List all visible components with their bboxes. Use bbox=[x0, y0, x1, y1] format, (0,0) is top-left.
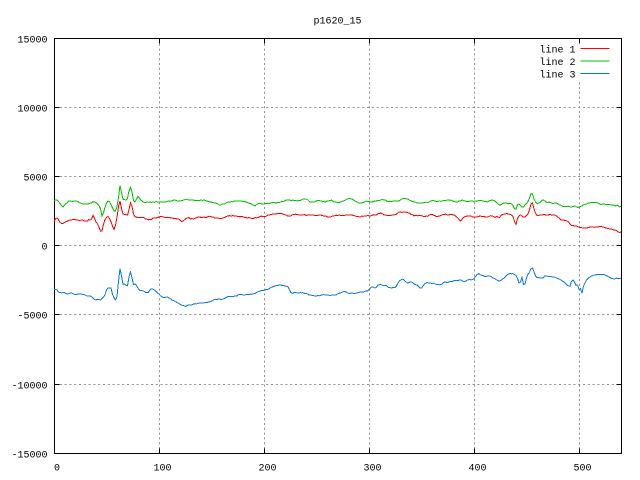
svg-text:0: 0 bbox=[54, 464, 60, 475]
svg-text:line 2: line 2 bbox=[539, 57, 575, 69]
svg-text:200: 200 bbox=[258, 464, 276, 475]
svg-text:5000: 5000 bbox=[23, 173, 47, 184]
svg-text:300: 300 bbox=[363, 464, 381, 475]
svg-text:400: 400 bbox=[468, 464, 486, 475]
svg-text:0: 0 bbox=[41, 242, 47, 253]
svg-text:500: 500 bbox=[573, 464, 591, 475]
svg-text:-15000: -15000 bbox=[11, 450, 47, 461]
svg-text:10000: 10000 bbox=[17, 104, 47, 115]
svg-text:line 3: line 3 bbox=[539, 69, 575, 81]
svg-text:-10000: -10000 bbox=[11, 381, 47, 392]
svg-text:-5000: -5000 bbox=[17, 311, 47, 322]
svg-text:100: 100 bbox=[153, 464, 171, 475]
svg-text:p1620_15: p1620_15 bbox=[313, 17, 361, 28]
svg-text:15000: 15000 bbox=[17, 35, 47, 46]
svg-text:line 1: line 1 bbox=[539, 44, 575, 56]
